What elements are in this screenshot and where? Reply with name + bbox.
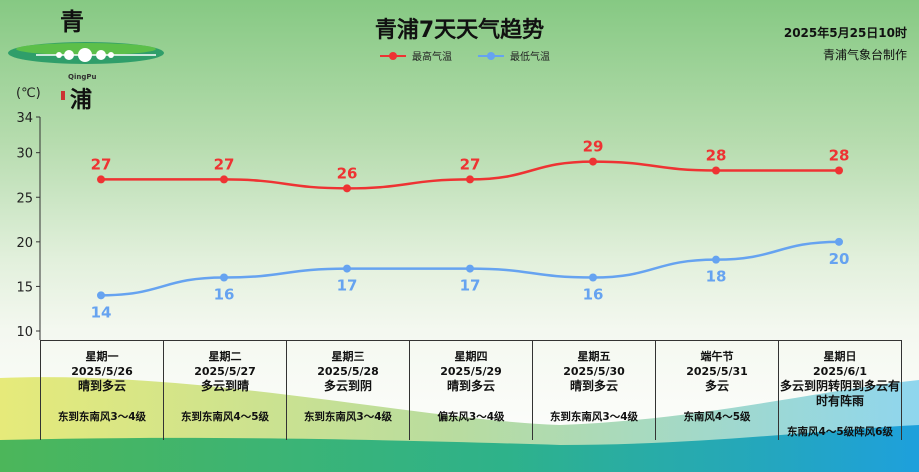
data-point — [835, 237, 843, 246]
data-label: 28 — [829, 147, 850, 165]
weekday: 星期四 — [454, 350, 488, 363]
weather: 多云 — [704, 379, 729, 393]
data-point — [220, 273, 228, 282]
day-cell: 星期四 2025/5/29 晴到多云偏东风3～4级 — [409, 340, 533, 440]
legend-label-low: 最低气温 — [510, 52, 550, 63]
y-tick-label: 20 — [16, 236, 33, 251]
wind: 东到东南风3～4级 — [57, 411, 147, 423]
chart-legend: 最高气温 最低气温 — [380, 48, 550, 63]
weather: 多云到晴 — [200, 379, 249, 393]
data-label: 26 — [337, 164, 358, 182]
data-label: 17 — [460, 277, 481, 295]
page-title: 青浦7天天气趋势 — [374, 18, 545, 43]
date: 2025/5/30 — [563, 365, 625, 378]
weather: 晴到多云 — [446, 379, 495, 393]
issuer: 青浦气象台制作 — [822, 48, 907, 62]
date: 2025/5/29 — [440, 365, 502, 378]
data-point — [97, 291, 105, 300]
data-label: 27 — [460, 155, 481, 173]
data-label: 16 — [583, 286, 604, 304]
day-cell: 星期二 2025/5/27 多云到晴东到东南风4～5级 — [163, 340, 287, 440]
y-tick-label: 25 — [16, 191, 33, 206]
y-axis-unit: (℃) — [16, 86, 41, 101]
data-label: 20 — [829, 250, 850, 268]
data-point — [97, 175, 105, 184]
y-tick-label: 15 — [16, 280, 33, 295]
data-label: 27 — [91, 155, 112, 173]
weather: 多云到阴 — [323, 379, 372, 393]
data-point — [589, 273, 597, 282]
data-point — [343, 184, 351, 193]
weather: 晴到多云 — [77, 379, 126, 393]
data-point — [589, 157, 597, 166]
date: 2025/6/1 — [813, 365, 867, 378]
data-label: 17 — [337, 277, 358, 295]
data-point — [712, 166, 720, 175]
wind: 东到东南风4～5级 — [180, 411, 270, 423]
issue-info: 2025年5月25日10时 青浦气象台制作 — [784, 22, 907, 66]
day-cell: 星期一 2025/5/26 晴到多云东到东南风3～4级 — [40, 340, 164, 440]
wind: 东南风4～5级 — [683, 411, 751, 423]
wind: 东到东南风3～4级 — [549, 411, 639, 423]
logo-seal — [61, 91, 65, 100]
day-cell: 星期日 2025/6/1 多云到阴转阴到多云有时有阵雨东南风4～5级阵风6级 — [778, 340, 902, 440]
date: 2025/5/31 — [686, 365, 748, 378]
issue-time: 2025年5月25日10时 — [783, 26, 907, 40]
legend-item-low: 最低气温 — [478, 48, 550, 63]
day-cell: 星期三 2025/5/28 多云到阴东到东南风3～4级 — [286, 340, 410, 440]
data-label: 28 — [706, 147, 727, 165]
data-point — [712, 255, 720, 264]
day-cell: 端午节 2025/5/31 多云东南风4～5级 — [655, 340, 779, 440]
weekday: 星期三 — [331, 350, 365, 363]
weekday: 端午节 — [700, 350, 734, 363]
forecast-table: 星期一 2025/5/26 晴到多云 东到东南风3～4级 星期二 2025/5/27 多云到… — [40, 340, 902, 440]
data-point — [835, 166, 843, 175]
data-point — [466, 175, 474, 184]
data-label: 14 — [91, 303, 112, 321]
date: 2025/5/26 — [71, 365, 133, 378]
weekday: 星期一 — [85, 350, 119, 363]
y-tick-label: 10 — [16, 325, 33, 340]
weekday: 星期二 — [208, 350, 242, 363]
data-label: 29 — [583, 138, 604, 156]
date: 2025/5/28 — [317, 365, 379, 378]
data-point — [466, 264, 474, 273]
y-tick-label: 30 — [16, 147, 33, 162]
logo-char-pu: 浦 — [70, 87, 93, 113]
wind: 东到东南风3～4级 — [303, 411, 393, 423]
legend-label-high: 最高气温 — [412, 52, 452, 63]
weekday: 星期五 — [577, 350, 611, 363]
weather: 多云到阴转阴到多云有时有阵雨 — [779, 379, 900, 408]
data-label: 18 — [706, 268, 727, 286]
weather: 晴到多云 — [569, 379, 618, 393]
data-label: 27 — [214, 155, 235, 173]
data-point — [343, 264, 351, 273]
day-cell: 星期五 2025/5/30 晴到多云东到东南风3～4级 — [532, 340, 656, 440]
legend-item-high: 最高气温 — [380, 48, 452, 63]
y-tick-label: 34 — [16, 111, 33, 126]
data-label: 16 — [214, 286, 235, 304]
data-point — [220, 175, 228, 184]
logo-brush-icon — [8, 42, 164, 64]
date: 2025/5/27 — [194, 365, 256, 378]
wind: 东南风4～5级阵风6级 — [787, 426, 893, 438]
logo-char-qing: 青 — [60, 7, 84, 36]
weekday: 星期日 — [823, 350, 857, 363]
wind: 偏东风3～4级 — [437, 411, 505, 423]
logo-english: QingPu — [68, 73, 97, 81]
